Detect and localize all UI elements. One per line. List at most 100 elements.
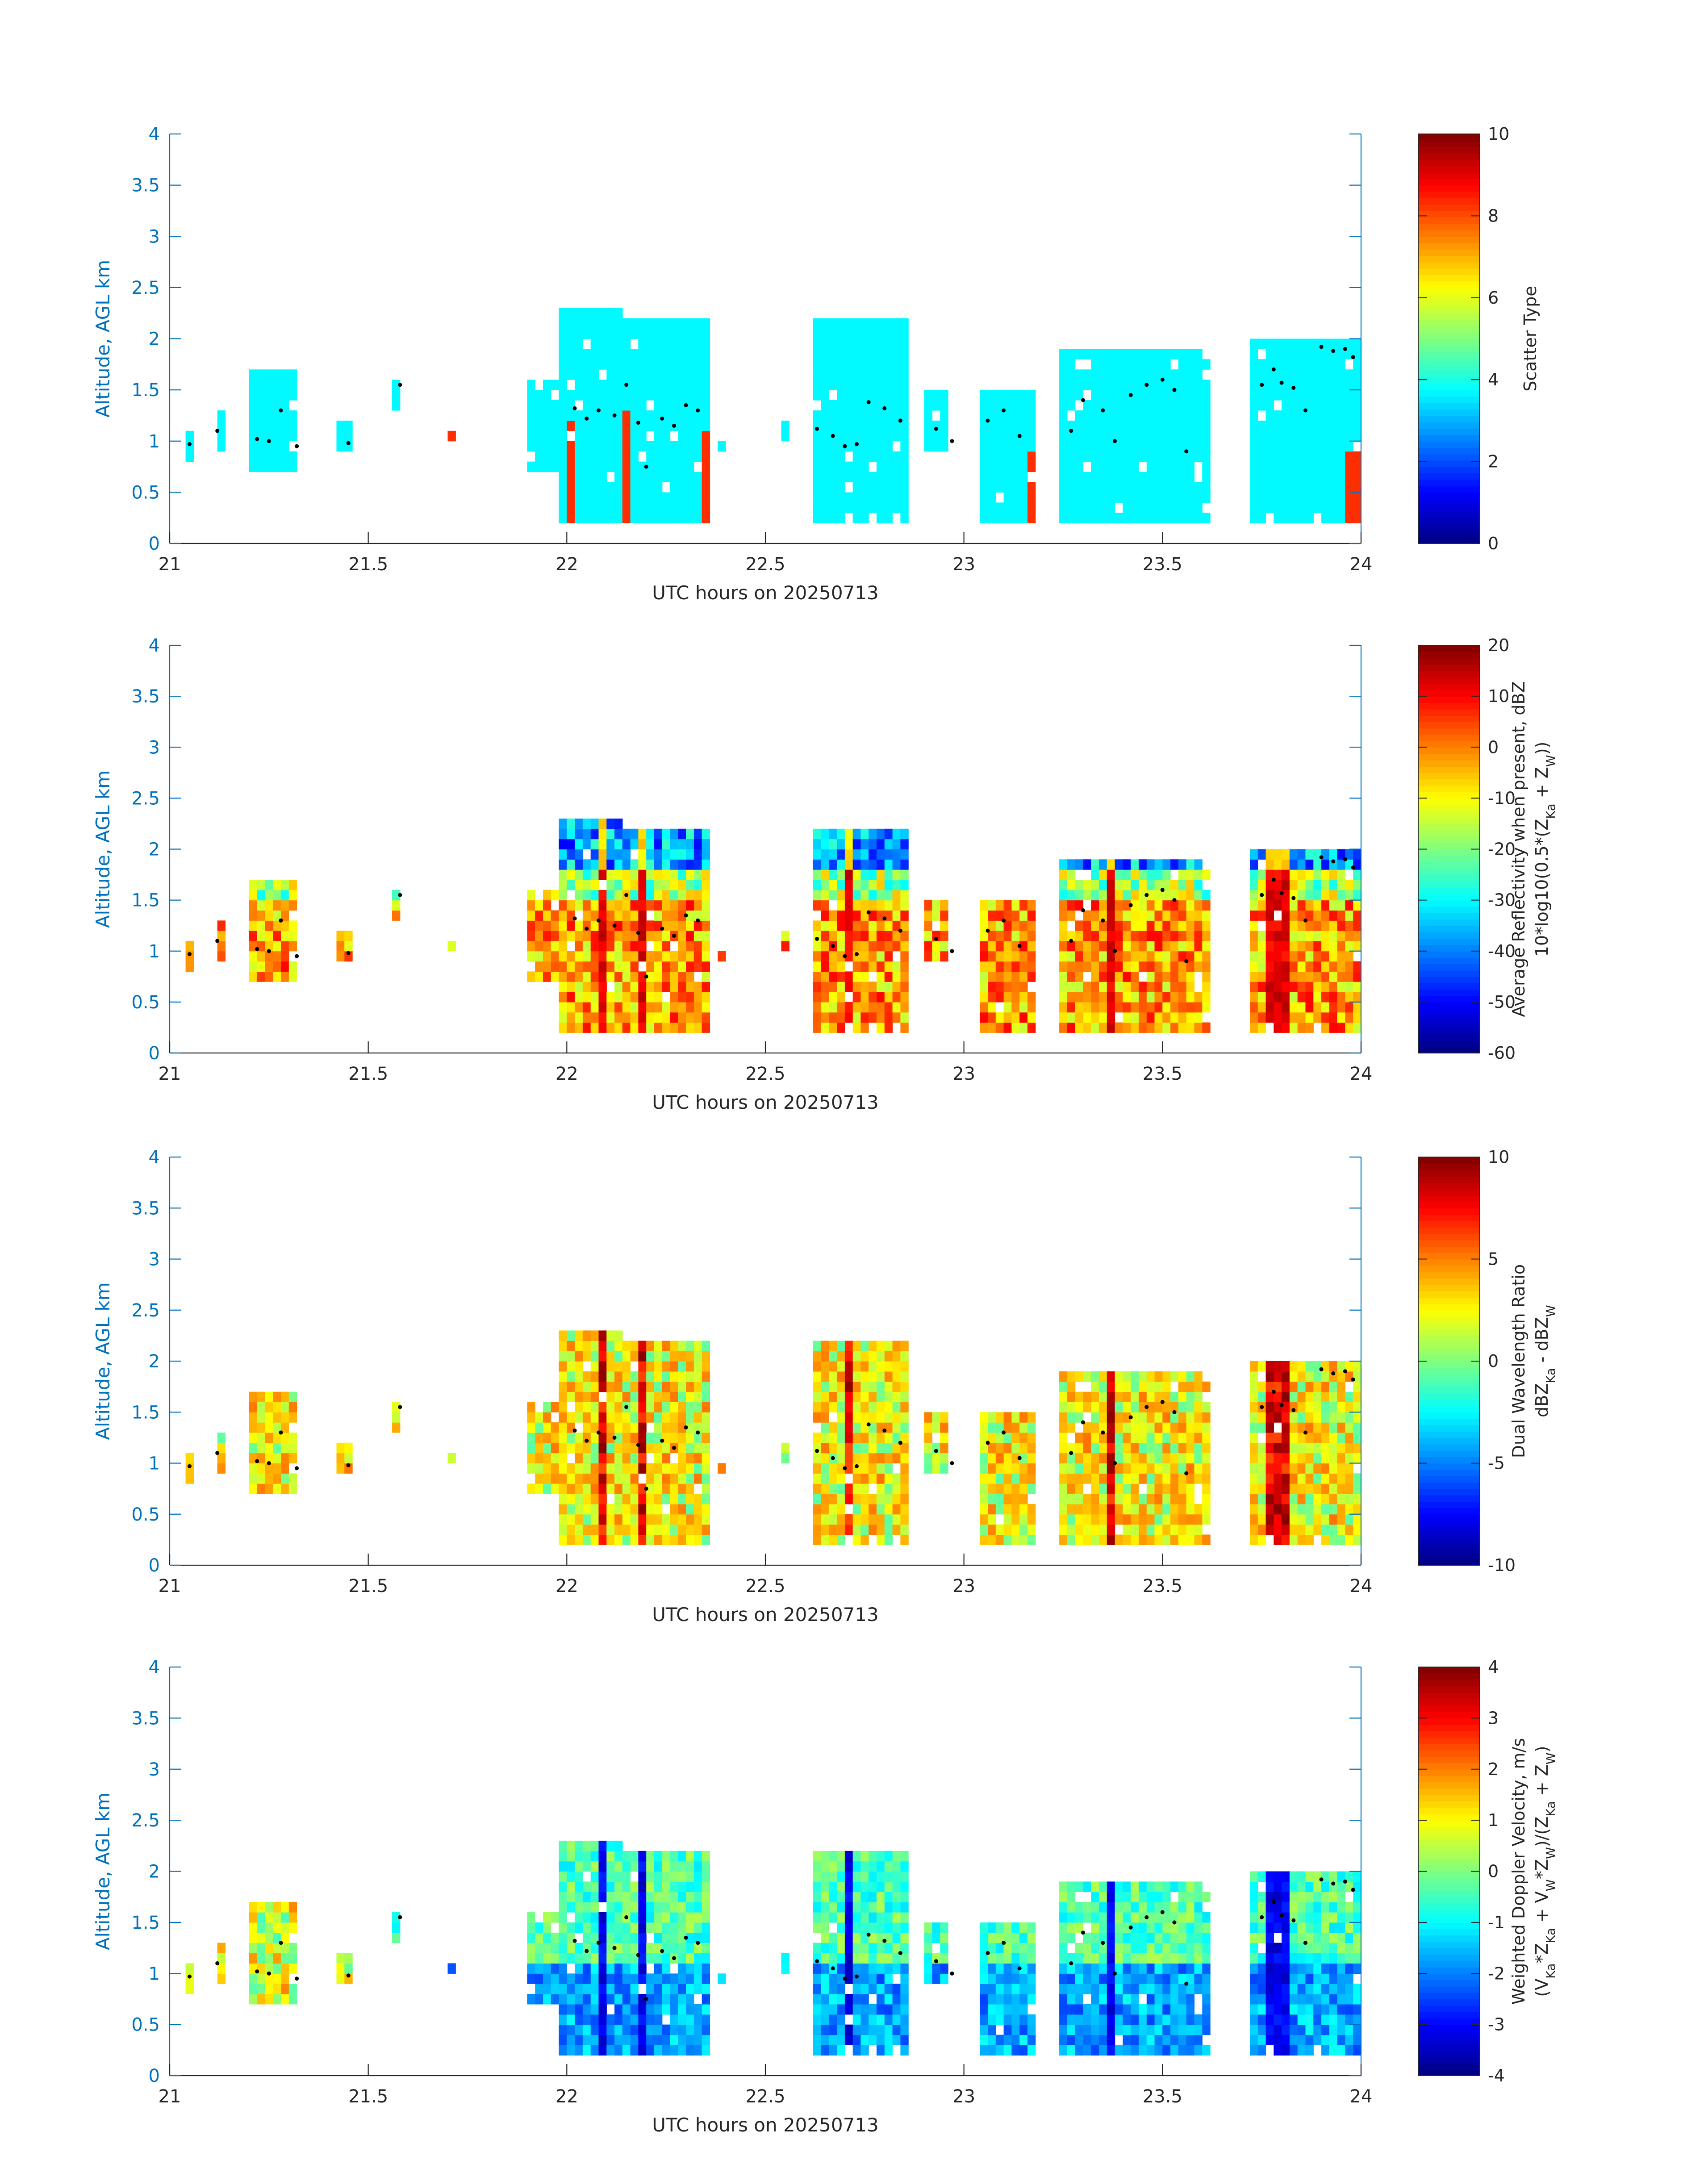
heatmap-cell bbox=[1027, 1432, 1036, 1443]
heatmap-cell bbox=[598, 318, 607, 329]
heatmap-cell bbox=[1139, 1432, 1147, 1443]
heatmap-cell bbox=[821, 430, 829, 442]
heatmap-cell bbox=[1146, 1483, 1155, 1494]
heatmap-cell bbox=[582, 502, 591, 513]
heatmap-cell bbox=[567, 1412, 575, 1423]
heatmap-cell bbox=[288, 890, 297, 901]
heatmap-cell bbox=[1289, 1514, 1298, 1525]
heatmap-cell bbox=[900, 1534, 909, 1545]
heatmap-cell bbox=[813, 849, 822, 860]
heatmap-cell bbox=[606, 1912, 615, 1923]
heatmap-cell bbox=[1131, 1442, 1139, 1454]
heatmap-cell bbox=[590, 2014, 599, 2025]
melting-layer-markers bbox=[188, 1367, 1355, 1491]
heatmap-cell bbox=[900, 961, 909, 972]
heatmap-cell bbox=[1107, 1432, 1115, 1443]
heatmap-cell bbox=[559, 1881, 567, 1892]
heatmap-cell bbox=[590, 1371, 599, 1382]
heatmap-cell bbox=[638, 1361, 647, 1372]
heatmap-cell bbox=[1337, 869, 1345, 880]
heatmap-cell bbox=[702, 492, 710, 503]
colorbar-band bbox=[1418, 1374, 1480, 1381]
heatmap-cell bbox=[1305, 1361, 1314, 1372]
heatmap-cell bbox=[892, 890, 901, 901]
heatmap-cell bbox=[829, 1473, 837, 1484]
colorbar-band bbox=[1418, 944, 1480, 952]
heatmap-cell bbox=[678, 451, 686, 462]
heatmap-cell bbox=[1162, 1002, 1171, 1013]
heatmap-cell bbox=[1274, 1494, 1282, 1504]
heatmap-cell bbox=[1139, 369, 1147, 380]
heatmap-cell bbox=[630, 1514, 639, 1525]
heatmap-cell bbox=[630, 1973, 639, 1984]
heatmap-cell bbox=[892, 1504, 901, 1515]
heatmap-cell bbox=[837, 1391, 845, 1402]
heatmap-cell bbox=[1321, 400, 1330, 411]
y-tick-label: 0 bbox=[149, 1043, 160, 1064]
heatmap-cell bbox=[1321, 849, 1330, 860]
heatmap-cell bbox=[686, 951, 694, 962]
heatmap-cell bbox=[559, 1902, 567, 1913]
heatmap-cell bbox=[527, 461, 535, 472]
heatmap-cell bbox=[646, 1514, 655, 1525]
heatmap-cell bbox=[1099, 1442, 1107, 1454]
heatmap-cell bbox=[543, 451, 551, 462]
heatmap-cell bbox=[837, 492, 845, 503]
heatmap-cell bbox=[1027, 920, 1036, 931]
heatmap-cell bbox=[1170, 910, 1179, 921]
heatmap-cell bbox=[877, 869, 885, 880]
heatmap-cell bbox=[869, 1002, 877, 1013]
heatmap-cell bbox=[630, 1002, 639, 1013]
heatmap-cell bbox=[1091, 1463, 1099, 1474]
heatmap-cell bbox=[257, 1453, 266, 1464]
heatmap-cell bbox=[995, 441, 1004, 452]
heatmap-cell bbox=[1282, 1463, 1290, 1474]
heatmap-cell bbox=[527, 1422, 535, 1433]
heatmap-cell bbox=[844, 1483, 853, 1494]
heatmap-cell bbox=[837, 1494, 845, 1504]
heatmap-cell bbox=[1146, 1381, 1155, 1392]
heatmap-cell bbox=[1019, 502, 1028, 513]
heatmap-cell bbox=[614, 1371, 623, 1382]
heatmap-cell bbox=[837, 513, 845, 523]
heatmap-cell bbox=[1250, 951, 1258, 962]
heatmap-cell bbox=[869, 1381, 877, 1392]
heatmap-cell bbox=[821, 880, 829, 890]
heatmap-cell bbox=[900, 828, 909, 840]
heatmap-cell bbox=[995, 1432, 1004, 1443]
heatmap-cell bbox=[1289, 920, 1298, 931]
heatmap-cell bbox=[1282, 1514, 1290, 1525]
heatmap-cell bbox=[527, 1994, 535, 2005]
heatmap-cell bbox=[1170, 420, 1179, 431]
heatmap-cell bbox=[813, 1473, 822, 1484]
heatmap-cell bbox=[1337, 1483, 1345, 1494]
melting-layer-point bbox=[1069, 429, 1073, 433]
melting-layer-point bbox=[1172, 1410, 1177, 1414]
heatmap-cell bbox=[1329, 940, 1338, 952]
heatmap-cell bbox=[614, 2045, 623, 2056]
heatmap-cell bbox=[646, 1361, 655, 1372]
heatmap-cell bbox=[821, 338, 829, 349]
heatmap-cell bbox=[567, 1330, 575, 1341]
heatmap-cell bbox=[567, 1524, 575, 1535]
heatmap-cell bbox=[559, 338, 567, 349]
heatmap-cell bbox=[249, 1402, 258, 1412]
heatmap-cell bbox=[829, 338, 837, 349]
heatmap-cell bbox=[1250, 1012, 1258, 1023]
heatmap-cell bbox=[877, 1002, 885, 1013]
heatmap-cell bbox=[1123, 1402, 1131, 1412]
heatmap-cell bbox=[527, 1973, 535, 1984]
heatmap-cell bbox=[638, 1022, 647, 1033]
heatmap-cell bbox=[630, 982, 639, 992]
heatmap-cell bbox=[1019, 482, 1028, 493]
heatmap-cell bbox=[1115, 1453, 1123, 1464]
heatmap-cell bbox=[1353, 910, 1361, 921]
heatmap-cell bbox=[844, 1442, 853, 1454]
heatmap-cell bbox=[551, 430, 560, 442]
colorbar-band bbox=[1418, 696, 1480, 703]
heatmap-cell bbox=[1313, 451, 1322, 462]
heatmap-cell bbox=[1107, 869, 1115, 880]
heatmap-cell bbox=[1313, 1381, 1322, 1392]
heatmap-cell bbox=[1019, 492, 1028, 503]
heatmap-cell bbox=[638, 1442, 647, 1454]
